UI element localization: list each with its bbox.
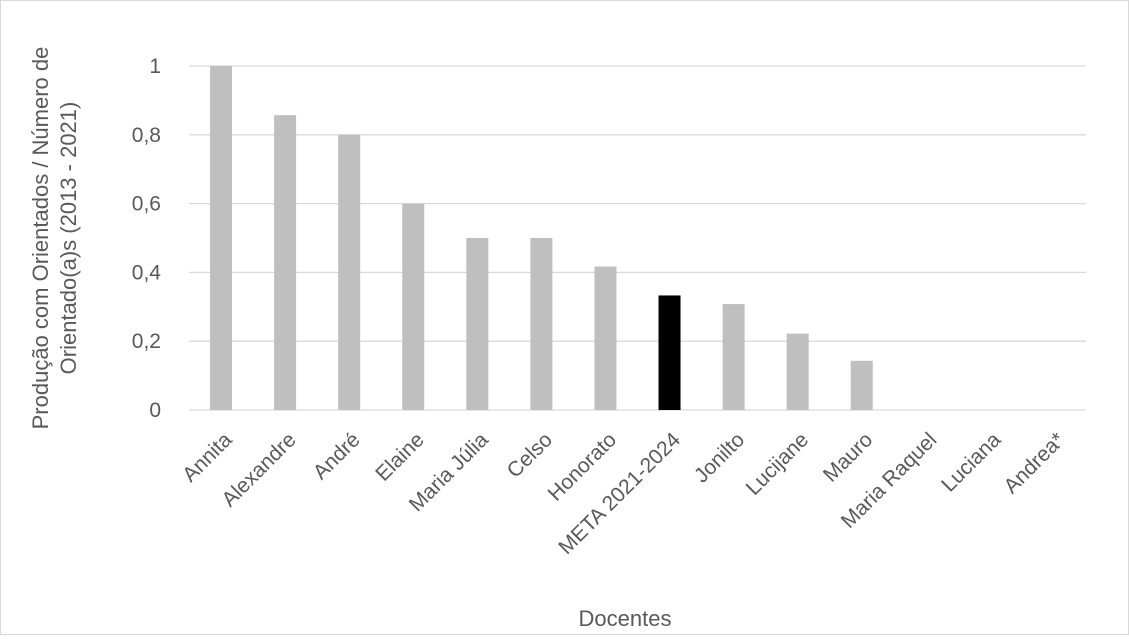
x-tick-label: Annita — [178, 428, 237, 487]
y-tick-label: 0,2 — [132, 330, 161, 353]
y-tick-label: 0,8 — [132, 124, 161, 147]
x-tick-label: Lucijane — [742, 428, 814, 500]
bar — [210, 66, 233, 410]
bar — [722, 304, 745, 410]
bar — [850, 360, 873, 410]
y-tick-label: 0,4 — [132, 261, 162, 284]
x-tick-label: Jonilto — [690, 428, 749, 487]
bars — [210, 66, 873, 411]
x-axis-title: Docentes — [579, 606, 672, 631]
gridlines — [189, 65, 1086, 411]
bar — [658, 295, 681, 410]
x-tick-label: Celso — [503, 428, 557, 482]
y-tick-label: 1 — [149, 55, 161, 78]
x-tick-label: Andrea* — [1000, 428, 1070, 498]
x-tick-label: META 2021-2024 — [554, 428, 685, 559]
bar — [402, 203, 425, 410]
y-tick-labels: 0 0,2 0,4 0,6 0,8 1 — [132, 55, 162, 422]
x-tick-label: André — [309, 428, 365, 484]
y-axis-title-line-2: Orientado(a)s (2013 - 2021) — [56, 102, 81, 375]
y-tick-label: 0 — [149, 399, 161, 422]
y-axis-title-line-1: Produção com Orientados / Número de — [28, 47, 53, 430]
bar — [274, 115, 297, 410]
bar — [466, 238, 489, 410]
bar — [786, 333, 809, 410]
bar — [338, 134, 361, 411]
x-tick-label: Luciana — [937, 428, 1006, 497]
y-tick-label: 0,6 — [132, 193, 161, 216]
x-tick-label: Elaine — [371, 428, 429, 486]
bar — [594, 266, 617, 410]
x-tick-label: Mauro — [819, 428, 877, 486]
bar — [530, 238, 553, 410]
